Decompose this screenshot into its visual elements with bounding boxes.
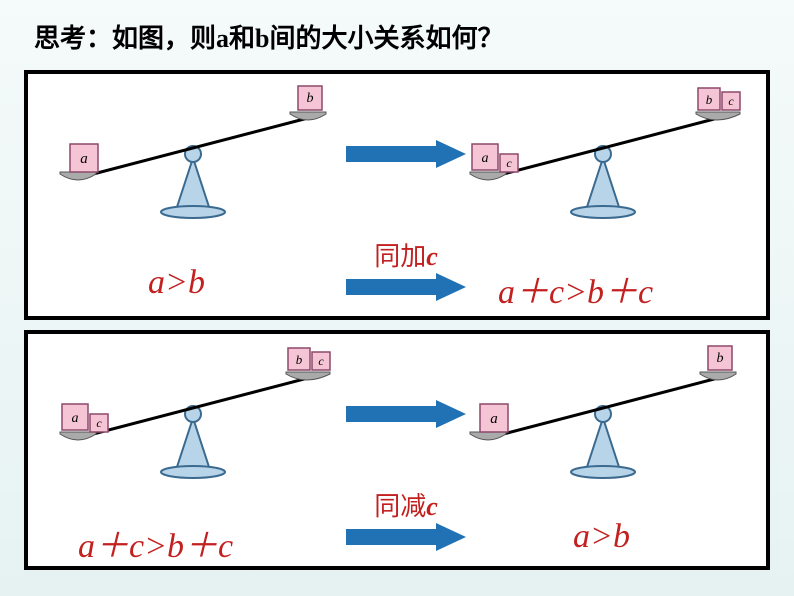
- formula-a-gt-b: a>b: [148, 264, 205, 302]
- svg-text:c: c: [318, 354, 324, 368]
- right-arrow-icon: [346, 400, 466, 428]
- scale-a-gt-b: a b: [48, 80, 338, 225]
- svg-text:c: c: [506, 156, 512, 170]
- arrow-sub-c: 同减c: [346, 486, 466, 551]
- formula-a-gt-b-2: a>b: [573, 518, 630, 556]
- arrow-label-add: 同加c: [346, 236, 466, 273]
- svg-text:c: c: [96, 416, 102, 430]
- page-title: 思考：如图，则a和b间的大小关系如何？: [34, 18, 503, 55]
- svg-text:a: a: [482, 151, 489, 166]
- svg-text:a: a: [490, 411, 498, 427]
- right-arrow-icon: [346, 523, 466, 551]
- right-arrow-icon: [346, 140, 466, 168]
- svg-text:a: a: [80, 151, 88, 167]
- svg-text:c: c: [728, 94, 734, 108]
- arrow-label-sub: 同减c: [346, 486, 466, 523]
- formula-ac-gt-bc: a＋c>b＋c: [498, 264, 653, 313]
- svg-text:b: b: [717, 351, 724, 366]
- svg-text:a: a: [72, 411, 79, 426]
- panel-add: a b a c b c: [24, 70, 770, 320]
- arrow-top-2: [346, 400, 466, 428]
- formula-ac-gt-bc-2: a＋c>b＋c: [78, 518, 233, 567]
- scale-ac-gt-bc: a c b c: [458, 80, 748, 225]
- svg-text:b: b: [296, 352, 303, 367]
- panel-subtract: a c b c a b 同减c: [24, 330, 770, 570]
- scale-a-gt-b-2: a b: [458, 340, 748, 485]
- scale-ac-gt-bc-2: a c b c: [48, 340, 338, 485]
- right-arrow-icon: [346, 273, 466, 301]
- arrow-add-c: 同加c: [346, 236, 466, 301]
- svg-text:b: b: [307, 91, 314, 106]
- arrow-top-1: [346, 140, 466, 168]
- svg-text:b: b: [706, 92, 713, 107]
